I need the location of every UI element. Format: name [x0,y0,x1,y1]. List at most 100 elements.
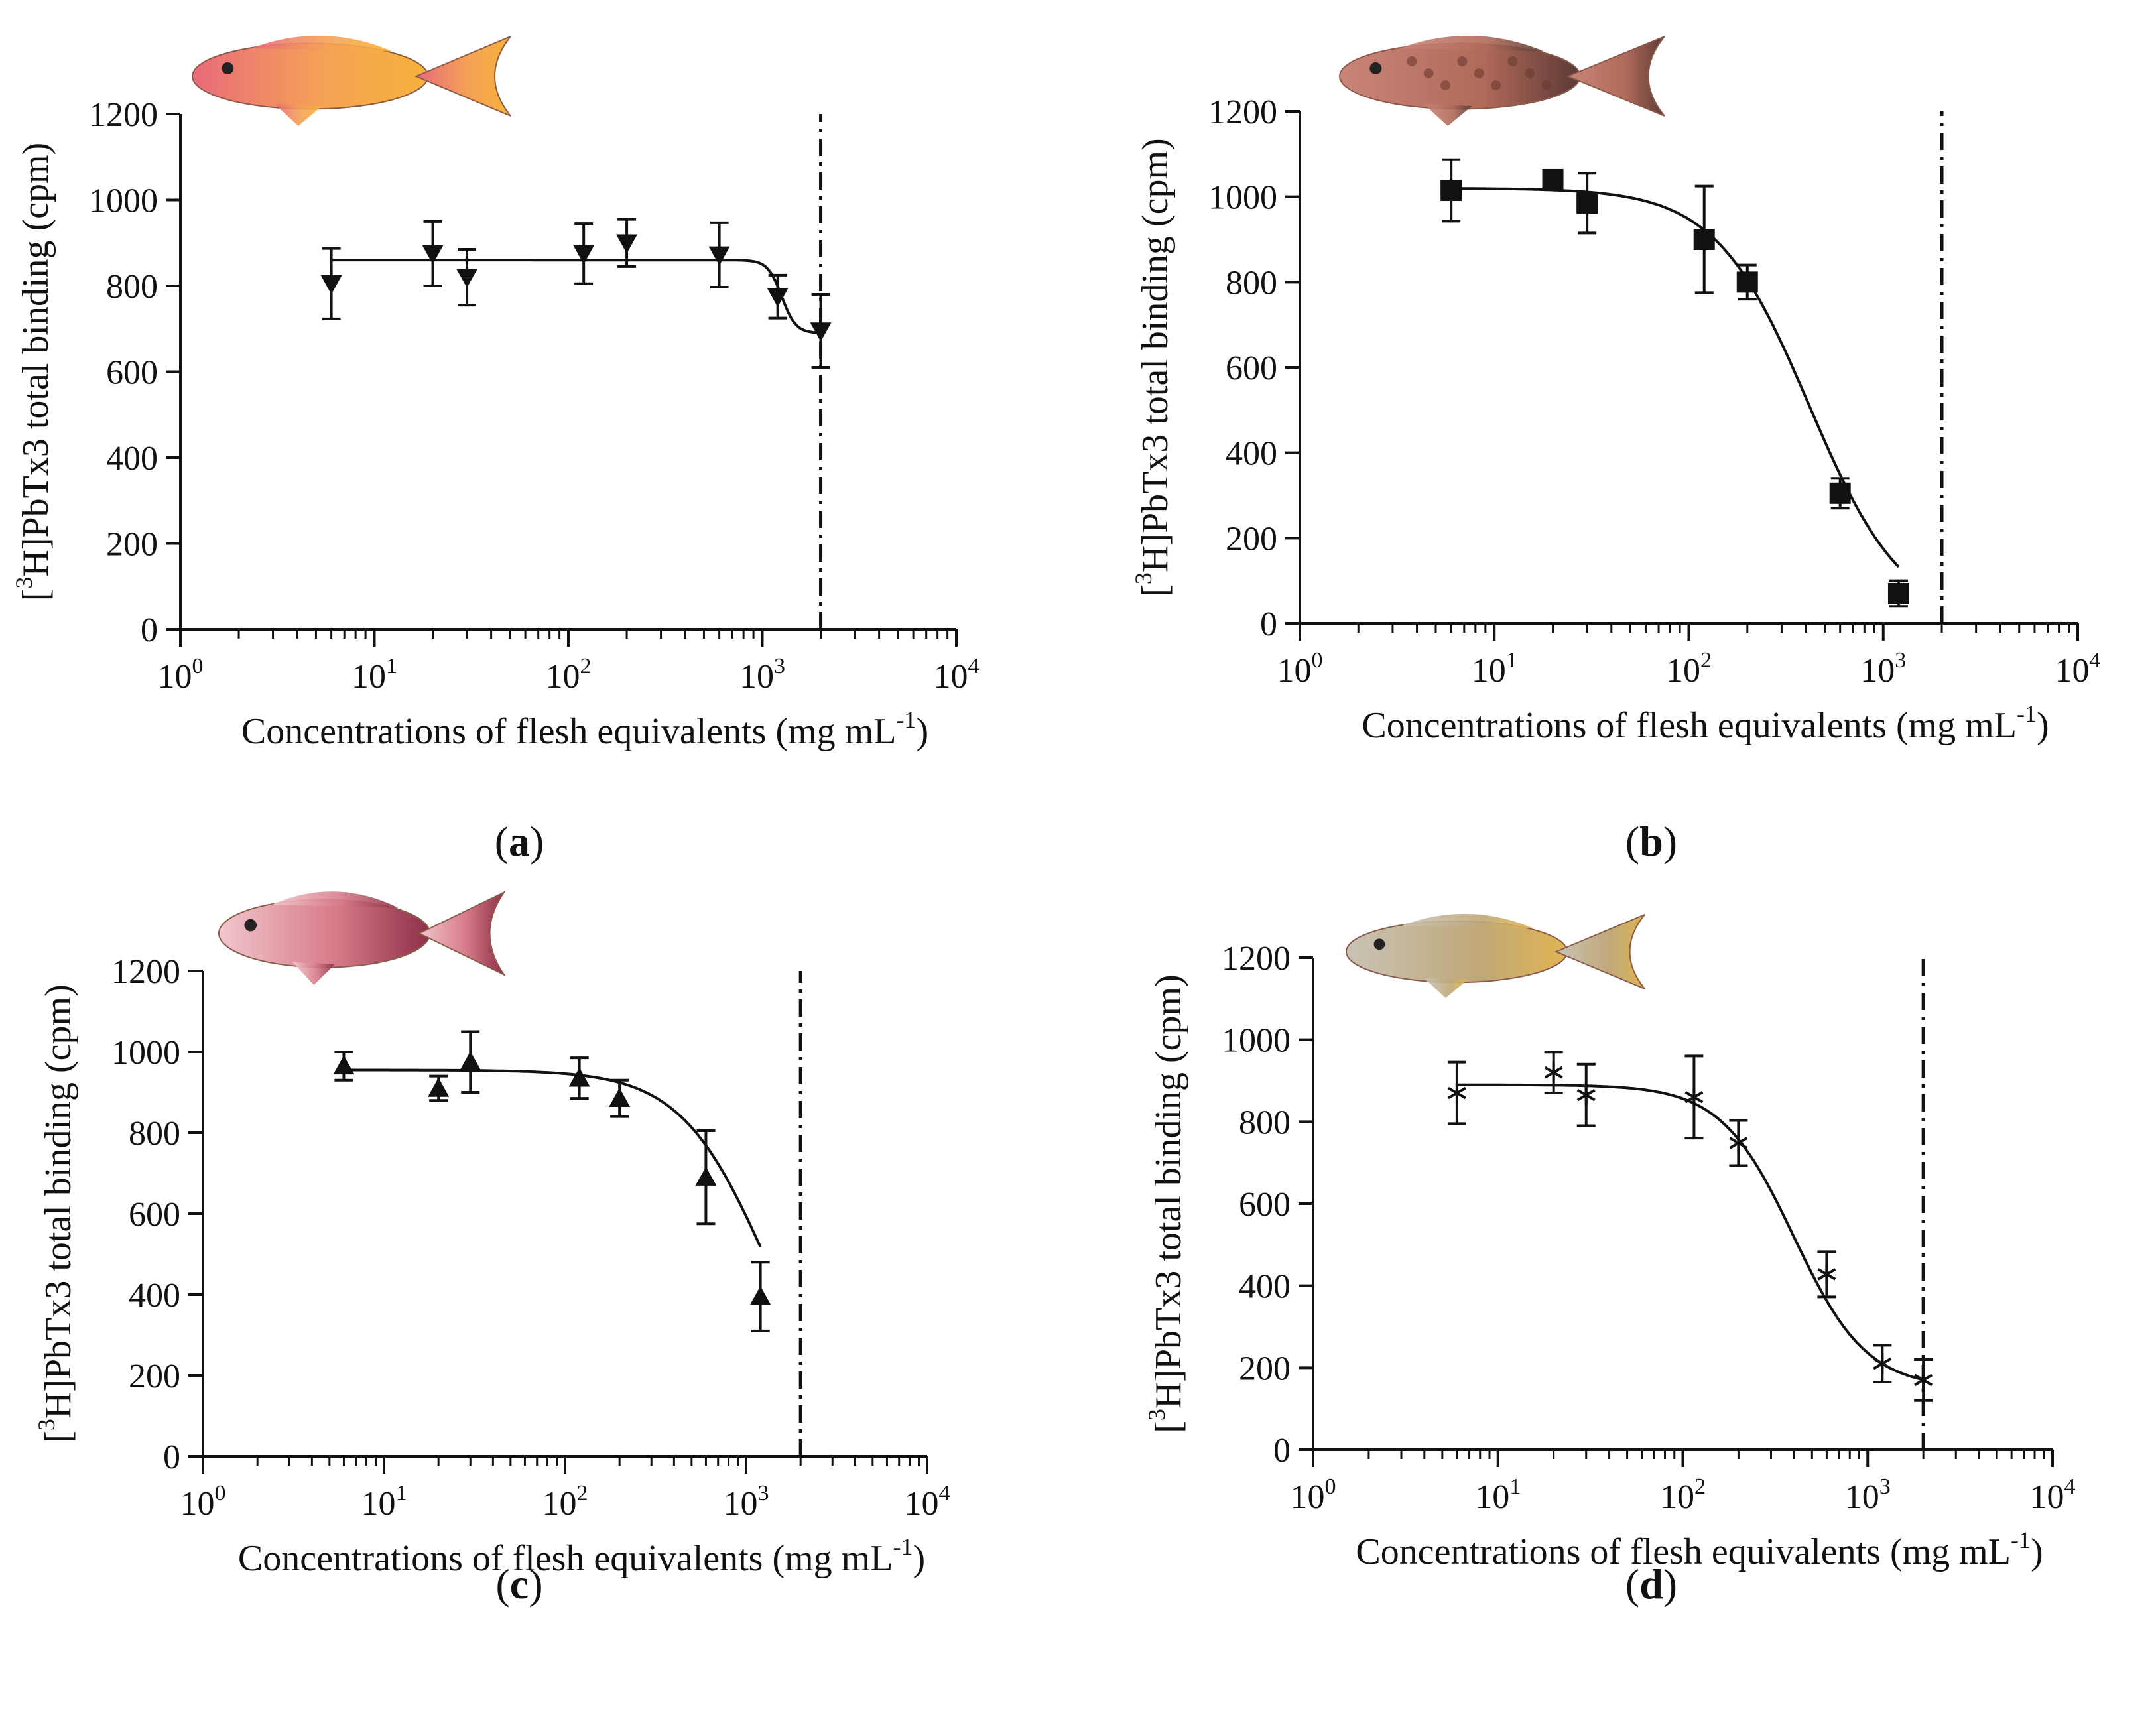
fish-spot [1491,80,1501,90]
marker-triangle-down [573,245,595,265]
data-point [1576,172,1598,235]
y-tick-label: 200 [106,526,158,564]
fish-fin [251,35,393,52]
data-point [1542,168,1564,190]
x-tick-label: 102 [1660,1474,1706,1516]
data-point [422,220,444,287]
y-tick-label: 1200 [1222,940,1291,978]
y-tick-label: 600 [106,354,158,392]
data-point [749,1261,771,1332]
x-tick-label: 101 [351,654,397,696]
y-tick-label: 800 [129,1115,180,1153]
fish-fin [271,891,399,908]
fish-tail [1554,914,1645,989]
x-axis-label: Concentrations of flesh equivalents (mg … [1362,700,2049,746]
y-tick-label: 400 [129,1277,180,1314]
fish-fin [292,962,336,985]
y-tick-label: 800 [1226,264,1277,302]
fish-spot [1423,68,1434,78]
fish-fin [1401,913,1535,928]
data-point [568,1056,590,1100]
marker-triangle-down [767,288,789,308]
data-point [428,1074,450,1102]
data-point [1440,158,1462,223]
marker-triangle-down [456,269,478,288]
marker-square [1693,229,1715,250]
fish-body [1346,920,1568,984]
marker-triangle-up [460,1051,481,1071]
fish-spot [1407,56,1417,66]
brown-spotted-fish-icon [1339,35,1665,126]
x-tick-label: 104 [2030,1474,2076,1516]
fish-tail [414,36,511,117]
x-tick-label: 102 [1666,648,1712,690]
x-tick-label: 100 [158,654,204,696]
x-tick-label: 101 [361,1481,407,1523]
data-point [333,1051,355,1082]
y-tick-label: 0 [1260,606,1277,643]
data-point [460,1030,481,1094]
x-tick-label: 103 [724,1481,769,1523]
y-tick-label: 1200 [89,96,158,134]
fish-spot [1541,80,1552,90]
data-point [609,1078,631,1118]
panel-label: (b) [1625,818,1677,865]
x-tick-label: 101 [1472,648,1517,690]
x-axis-label: Concentrations of flesh equivalents (mg … [238,1533,925,1579]
marker-star [1817,1264,1836,1285]
fish-spot [1457,56,1468,66]
marker-square [1542,168,1564,190]
y-tick-label: 600 [129,1196,180,1234]
panel-label: (d) [1625,1561,1677,1608]
marker-star-stroke [1873,1357,1892,1370]
x-tick-label: 103 [1845,1474,1891,1516]
fish-eye [1369,62,1382,74]
fish-fin [1423,978,1468,998]
y-tick-label: 400 [1226,435,1277,473]
data-point [456,247,478,307]
y-tick-label: 600 [1226,350,1277,387]
marker-triangle-down [810,322,832,342]
x-tick-label: 100 [1291,1474,1336,1516]
marker-star-stroke [1576,1088,1596,1102]
marker-triangle-down [708,246,730,266]
orange-fish-icon [192,35,511,126]
marker-triangle-down [422,245,444,265]
fish-tail [418,890,506,977]
marker-triangle-up [749,1286,771,1305]
marker-triangle-up [333,1055,355,1075]
x-tick-label: 103 [739,654,785,696]
data-point [1817,1250,1836,1299]
x-tick-label: 104 [934,654,980,696]
y-tick-label: 1000 [1208,179,1277,217]
data-point [573,222,595,285]
data-point [767,273,789,320]
chart-panel-c: 0 200 400 600 800 1000 1200 100 101 102 103 104 Conc… [33,890,950,1608]
fish-eye [222,62,234,74]
y-tick-label: 1000 [111,1034,180,1072]
x-tick-label: 100 [1277,648,1323,690]
fish-tail [1566,36,1665,117]
fish-fin [275,104,322,126]
marker-star-stroke [1447,1086,1466,1100]
x-tick-label: 102 [542,1481,588,1523]
marker-star-stroke [1914,1373,1933,1387]
y-tick-label: 0 [141,611,158,649]
y-tick-label: 400 [1239,1268,1291,1306]
fit-curve [1456,1083,1924,1381]
fish-spot [1440,80,1451,90]
marker-square [1440,180,1462,202]
data-point [708,221,730,288]
marker-square [1829,482,1851,504]
fish-body [218,899,431,968]
marker-square [1736,271,1758,293]
marker-star-stroke [1544,1066,1563,1079]
red-fish-icon [218,890,506,985]
y-tick-label: 200 [1226,520,1277,558]
marker-square [1887,582,1909,604]
fish-body [1339,42,1581,110]
x-axis-label: Concentrations of flesh equivalents (mg … [241,706,928,752]
fish-eye [1373,938,1385,950]
marker-star-stroke [1729,1137,1748,1149]
